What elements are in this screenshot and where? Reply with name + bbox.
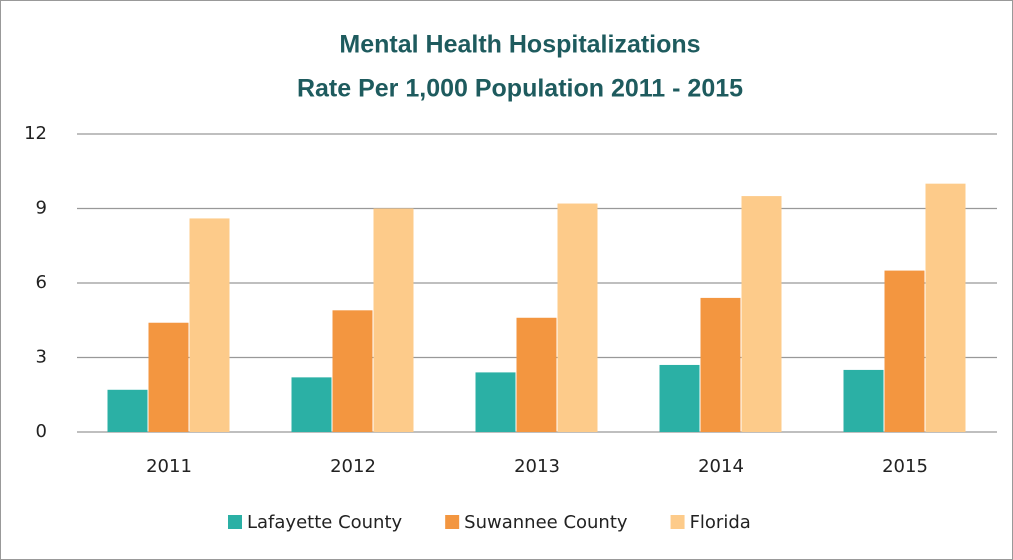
bar	[516, 317, 557, 432]
x-tick-label: 2015	[882, 456, 928, 477]
bar	[884, 270, 925, 432]
y-tick-label: 3	[36, 347, 47, 368]
x-tick-label: 2014	[698, 456, 744, 477]
bar	[107, 389, 148, 432]
y-tick-label: 0	[36, 421, 47, 442]
y-tick-label: 9	[36, 198, 47, 219]
bar	[373, 208, 414, 432]
bar	[291, 377, 332, 432]
bar	[189, 218, 230, 432]
legend-label: Lafayette County	[247, 512, 403, 533]
legend-label: Florida	[690, 512, 751, 533]
y-tick-label: 6	[36, 272, 47, 293]
x-tick-label: 2011	[146, 456, 192, 477]
bar	[700, 297, 741, 432]
chart-title: Mental Health Hospitalizations	[339, 31, 700, 59]
bar	[925, 183, 966, 432]
legend-swatch	[228, 515, 242, 529]
bar	[475, 372, 516, 432]
bar	[659, 364, 700, 432]
bar	[148, 322, 189, 432]
bar	[332, 310, 373, 432]
x-tick-label: 2012	[330, 456, 376, 477]
legend-swatch	[445, 515, 460, 529]
x-tick-label: 2013	[514, 456, 560, 477]
legend-swatch	[670, 515, 685, 529]
chart-title: Rate Per 1,000 Population 2011 - 2015	[297, 75, 743, 103]
bar	[843, 369, 884, 432]
legend-label: Suwannee County	[464, 512, 628, 533]
bar	[741, 196, 782, 432]
bar	[557, 203, 598, 432]
y-tick-label: 12	[24, 123, 47, 144]
